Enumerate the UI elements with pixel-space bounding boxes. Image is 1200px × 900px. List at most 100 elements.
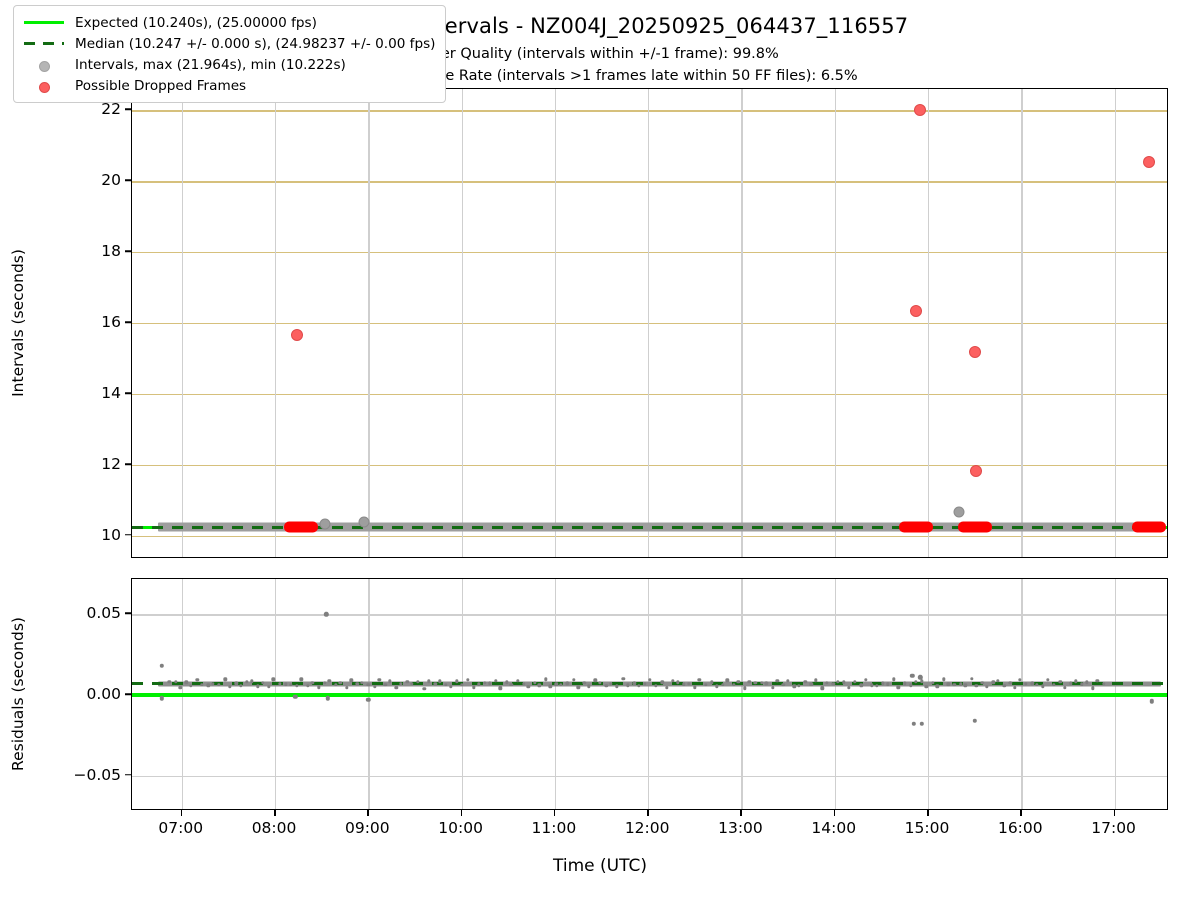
gridline-horizontal	[132, 323, 1167, 325]
dropped-frame-cluster	[284, 521, 319, 533]
residual-point	[206, 683, 210, 688]
y-tick-label: 10	[101, 525, 121, 544]
residual-point	[693, 685, 697, 690]
dropped-frame-point	[290, 329, 303, 342]
residual-point	[609, 681, 613, 686]
residual-point	[305, 684, 310, 688]
residual-point	[211, 681, 215, 686]
residual-point	[167, 680, 172, 684]
x-tick-label: 11:00	[531, 819, 577, 837]
x-tick-label: 16:00	[997, 819, 1043, 837]
residual-point	[714, 684, 719, 689]
gridline-vertical	[181, 89, 184, 557]
residual-point	[924, 685, 929, 689]
residual-point	[178, 685, 182, 690]
y-tick-label: 20	[101, 171, 121, 190]
residual-point	[487, 681, 492, 685]
residual-point	[913, 680, 918, 684]
residual-point	[870, 683, 874, 688]
residual-point	[593, 678, 597, 683]
legend-label: Intervals, max (21.964s), min (10.222s)	[75, 56, 346, 73]
residual-outlier-point	[910, 673, 915, 678]
x-tick-label: 13:00	[718, 819, 763, 837]
residual-point	[256, 684, 260, 689]
residual-point	[416, 680, 420, 684]
residual-outlier-point	[1149, 699, 1155, 704]
residual-point	[864, 677, 868, 682]
residual-point	[1091, 686, 1095, 691]
expected-line	[132, 693, 1167, 697]
residual-point	[548, 684, 552, 689]
dropped-frame-marker-icon	[39, 81, 50, 93]
residual-point	[660, 680, 664, 685]
y-tick-mark	[125, 392, 131, 394]
residual-point	[1101, 682, 1106, 686]
residual-point	[498, 686, 503, 690]
residual-point	[234, 681, 238, 685]
residual-point	[902, 681, 907, 685]
residual-point	[831, 682, 835, 686]
residual-point	[1008, 681, 1013, 685]
gridline-vertical	[461, 89, 463, 557]
residual-point	[996, 679, 1000, 683]
x-tick-mark	[1113, 810, 1116, 816]
residual-point	[710, 680, 714, 684]
x-tick-label: 10:00	[438, 819, 483, 837]
y-tick-mark	[125, 773, 131, 776]
residual-point	[295, 683, 299, 688]
residual-point	[323, 680, 327, 685]
x-tick-label: 17:00	[1091, 819, 1136, 837]
residual-point	[344, 686, 349, 690]
residual-point	[360, 681, 364, 685]
residual-point	[725, 678, 730, 683]
gridline-vertical	[1021, 89, 1023, 557]
legend-gray-marker-icon	[22, 58, 66, 72]
residual-point	[239, 684, 243, 688]
dropped-frame-cluster	[898, 521, 933, 533]
residual-point	[405, 680, 409, 684]
residual-point	[217, 682, 221, 687]
residual-point	[781, 682, 786, 687]
legend-entry: Expected (10.240s), (25.00000 fps)	[22, 12, 436, 33]
y-tick-label: 22	[101, 100, 121, 119]
y-tick-mark	[125, 321, 131, 323]
residual-point	[759, 681, 764, 685]
residual-point	[920, 679, 924, 684]
residual-point	[494, 679, 498, 683]
y-tick-mark	[125, 108, 131, 111]
residual-point	[747, 680, 751, 684]
interval-marker-icon	[39, 60, 50, 72]
residual-point	[770, 686, 775, 690]
residual-point	[598, 681, 602, 685]
x-tick-mark	[367, 810, 369, 816]
y-tick-label: 16	[101, 313, 121, 332]
residual-point	[980, 681, 985, 685]
residual-point	[394, 685, 398, 690]
residual-point	[814, 678, 818, 683]
residual-point	[697, 677, 702, 682]
legend-entry: Median (10.247 +/- 0.000 s), (24.98237 +…	[22, 33, 436, 54]
gridline-vertical	[554, 89, 557, 557]
residual-point	[665, 686, 669, 690]
residual-point	[522, 681, 526, 686]
residual-point	[316, 685, 321, 689]
residual-point	[742, 686, 747, 691]
residual-point	[847, 686, 851, 690]
residual-point	[554, 682, 559, 686]
residual-point	[299, 677, 304, 681]
residual-outlier-point	[918, 675, 923, 680]
residual-point	[958, 682, 963, 687]
legend-solid-line-icon	[22, 16, 66, 30]
gridline-horizontal	[132, 181, 1167, 183]
legend-dashed-line-icon	[22, 37, 66, 51]
residual-point	[455, 679, 459, 683]
x-tick-label: 07:00	[158, 819, 204, 837]
residual-point	[399, 681, 403, 686]
x-tick-label: 12:00	[624, 819, 670, 837]
residual-point	[200, 683, 204, 687]
residual-point	[626, 683, 630, 688]
x-tick-mark	[647, 810, 649, 816]
residual-point	[1030, 681, 1034, 686]
x-tick-mark	[833, 810, 836, 816]
